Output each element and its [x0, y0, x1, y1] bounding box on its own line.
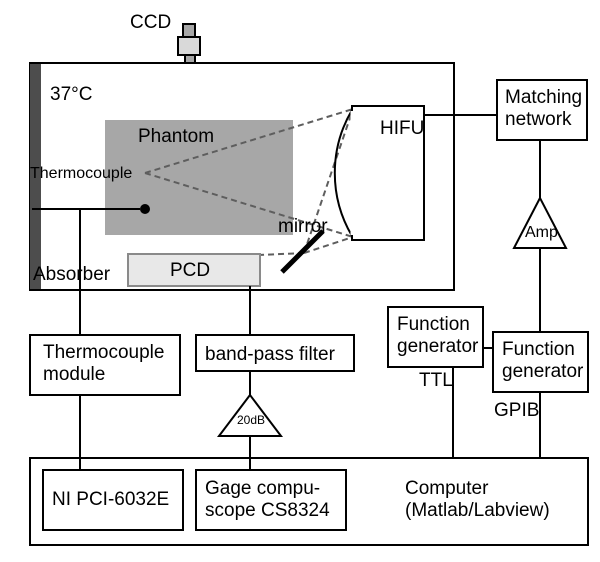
svg-text:Gage compu-: Gage compu-: [205, 478, 320, 499]
diagram: CCD Absorber 37°C Phantom Thermocouple mirror…: [0, 0, 600, 562]
ccd-neck: [185, 55, 195, 63]
pcd-label: PCD: [170, 260, 210, 281]
svg-text:Function: Function: [397, 314, 470, 335]
svg-text:generator: generator: [502, 361, 584, 382]
ccd-cap: [183, 24, 195, 37]
thermocouple-label: Thermocouple: [30, 165, 132, 182]
absorber-label: Absorber: [33, 264, 111, 285]
svg-text:Matching: Matching: [505, 87, 582, 108]
temperature-label: 37°C: [50, 84, 92, 105]
bandpass-label: band-pass filter: [205, 344, 336, 365]
svg-text:scope CS8324: scope CS8324: [205, 500, 330, 521]
svg-text:Computer: Computer: [405, 478, 489, 499]
ccd-body: [178, 37, 200, 55]
svg-text:generator: generator: [397, 336, 479, 357]
svg-text:(Matlab/Labview): (Matlab/Labview): [405, 500, 550, 521]
function-generator-2-label: Functiongenerator: [502, 339, 584, 382]
ttl-label: TTL: [419, 370, 453, 391]
amp-label: Amp: [525, 224, 558, 241]
computer-label: Computer(Matlab/Labview): [405, 478, 550, 521]
thermocouple-tip: [140, 204, 150, 214]
amp-20db-label: 20dB: [237, 413, 265, 427]
function-generator-1-label: Functiongenerator: [397, 314, 479, 357]
gage-label: Gage compu-scope CS8324: [205, 478, 330, 521]
svg-text:Function: Function: [502, 339, 575, 360]
mirror-label: mirror: [278, 216, 328, 237]
ni-label: NI PCI-6032E: [52, 489, 169, 510]
phantom-label: Phantom: [138, 126, 214, 147]
mirror: [282, 231, 323, 272]
hifu-label: HIFU: [380, 118, 424, 139]
ccd-label: CCD: [130, 12, 171, 33]
hifu-face: [335, 110, 352, 236]
svg-text:module: module: [43, 364, 105, 385]
gpib-label: GPIB: [494, 400, 539, 421]
matching-network-label: Matchingnetwork: [505, 87, 582, 130]
svg-text:Thermocouple: Thermocouple: [43, 342, 164, 363]
svg-text:network: network: [505, 109, 572, 130]
